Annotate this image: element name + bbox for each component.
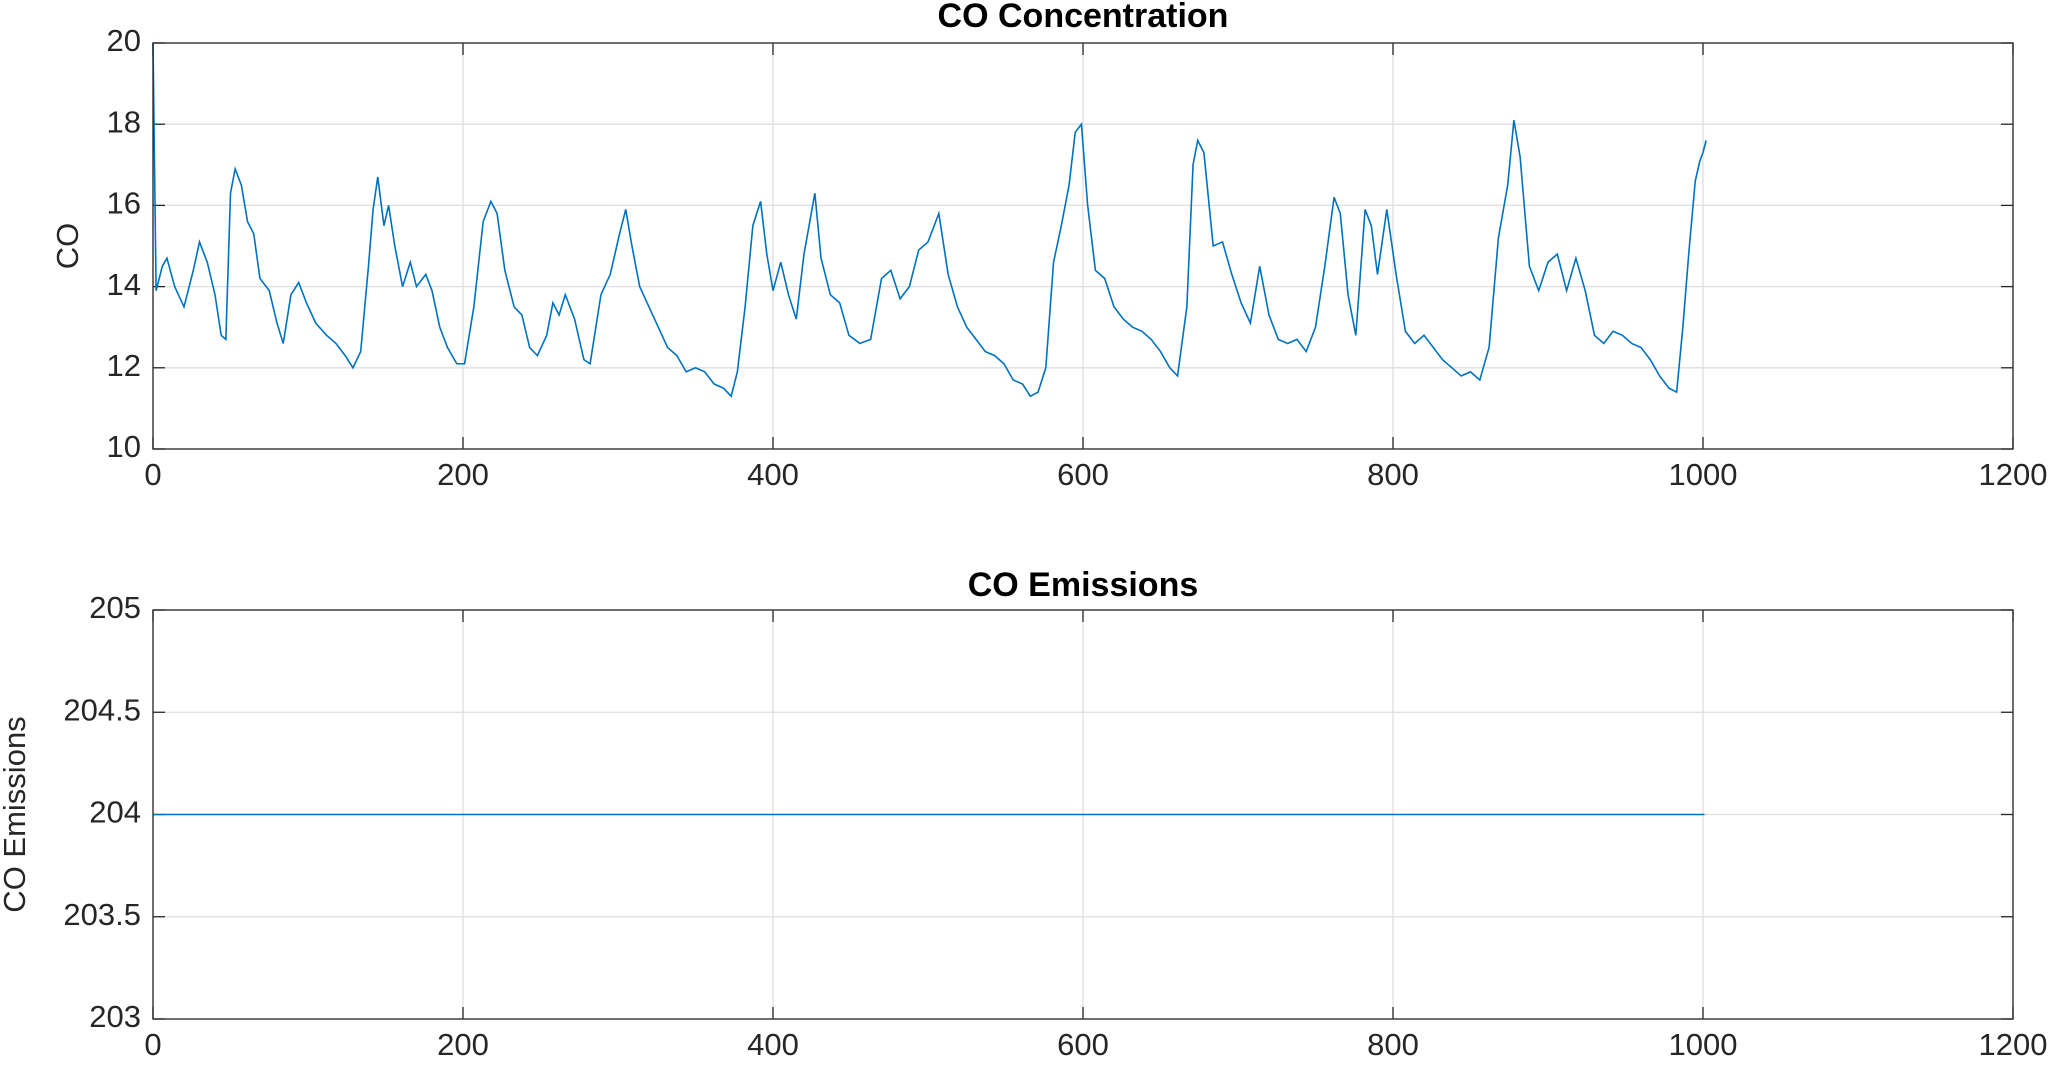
x-tick-label: 200 (437, 457, 489, 492)
x-tick-label: 1200 (1979, 1027, 2048, 1062)
x-tick-label: 0 (144, 1027, 161, 1062)
y-tick-label: 205 (89, 590, 141, 625)
y-tick-label: 16 (107, 186, 141, 221)
y-tick-label: 10 (107, 429, 141, 464)
x-tick-label: 1000 (1669, 1027, 1738, 1062)
x-tick-label: 800 (1367, 1027, 1419, 1062)
y-tick-label: 203.5 (63, 897, 141, 932)
x-tick-label: 400 (747, 457, 799, 492)
y-tick-label: 12 (107, 348, 141, 383)
x-tick-label: 1200 (1979, 457, 2048, 492)
axes-frame (152, 42, 2014, 450)
x-tick-label: 200 (437, 1027, 489, 1062)
x-tick-label: 600 (1057, 457, 1109, 492)
x-tick-label: 600 (1057, 1027, 1109, 1062)
x-tick-label: 0 (144, 457, 161, 492)
y-tick-label: 20 (107, 23, 141, 58)
y-tick-label: 18 (107, 104, 141, 139)
axes-frame (152, 609, 2014, 1020)
y-tick-label: 204 (89, 795, 141, 830)
y-tick-label: 14 (107, 267, 141, 302)
y-tick-label: 203 (89, 999, 141, 1034)
x-tick-label: 800 (1367, 457, 1419, 492)
x-tick-label: 1000 (1669, 457, 1738, 492)
data-line (152, 42, 1707, 398)
y-axis-label: CO (50, 223, 85, 270)
chart-title: CO Emissions (968, 566, 1199, 604)
chart-title: CO Concentration (938, 0, 1229, 35)
y-tick-label: 204.5 (63, 692, 141, 727)
x-tick-label: 400 (747, 1027, 799, 1062)
y-axis-label: CO Emissions (0, 716, 32, 912)
